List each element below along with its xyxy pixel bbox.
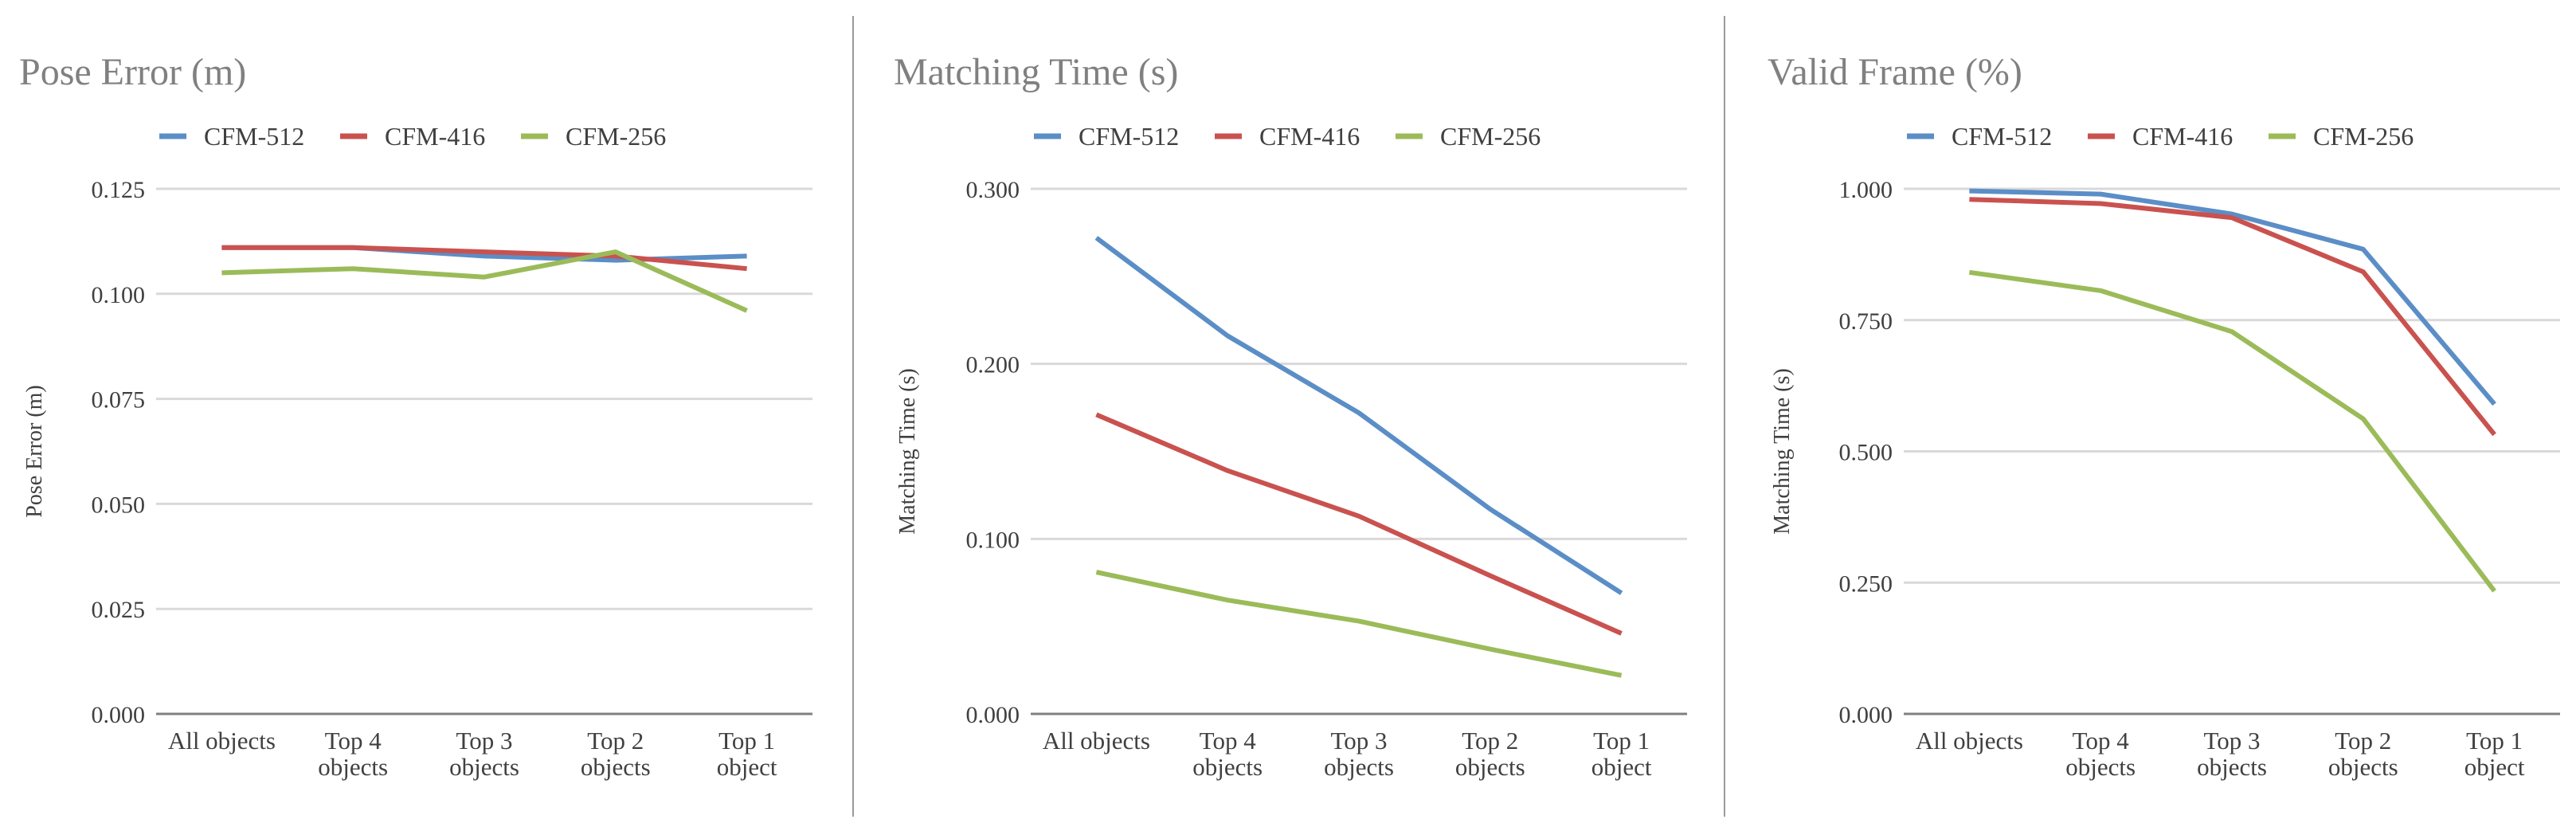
x-tick-label-line: All objects bbox=[168, 727, 276, 755]
x-tick-label-line: Top 1 bbox=[2466, 727, 2523, 755]
x-tick-label: Top 4 objects bbox=[1192, 727, 1263, 781]
legend-label-cfm-256: CFM-256 bbox=[2313, 122, 2414, 151]
x-tick-label-line: objects bbox=[2065, 753, 2136, 781]
series-line-cfm-256 bbox=[1968, 269, 2496, 593]
x-tick-label-line: All objects bbox=[1043, 727, 1150, 755]
legend-label-cfm-256: CFM-256 bbox=[1440, 122, 1541, 151]
x-tick-label-line: Top 2 bbox=[2335, 727, 2391, 755]
x-tick-label-line: Top 3 bbox=[1330, 727, 1387, 755]
x-tick-label-line: objects bbox=[1455, 753, 1525, 781]
x-tick-label-line: Top 1 bbox=[718, 727, 775, 755]
y-tick-label: 0.100 bbox=[966, 527, 1020, 553]
series-line-cfm-416 bbox=[1969, 197, 2496, 437]
chart-title: Pose Error (m) bbox=[19, 51, 246, 93]
x-tick-label: Top 3 objects bbox=[1324, 727, 1394, 781]
y-tick-label: 0.750 bbox=[1839, 308, 1893, 335]
x-tick-label: Top 3 objects bbox=[2197, 727, 2267, 781]
chart-panel-matching-time-s: Matching Time (s) CFM-512 CFM-416 CFM-256 0.… bbox=[894, 51, 1687, 781]
x-tick-label-line: object bbox=[1591, 753, 1652, 781]
y-tick-label: 0.500 bbox=[1839, 440, 1893, 466]
y-tick-label: 0.050 bbox=[92, 492, 146, 518]
legend-label-cfm-416: CFM-416 bbox=[1259, 122, 1360, 151]
x-tick-label: Top 1 object bbox=[2464, 727, 2525, 781]
series-line-cfm-416 bbox=[221, 245, 747, 272]
series-line-cfm-416 bbox=[1095, 412, 1623, 636]
chart-title: Matching Time (s) bbox=[894, 51, 1178, 93]
x-tick-label-line: objects bbox=[449, 753, 519, 781]
x-tick-label: Top 4 objects bbox=[318, 727, 388, 781]
x-tick-label-line: Top 1 bbox=[1593, 727, 1650, 755]
y-tick-label: 0.025 bbox=[92, 597, 146, 623]
x-tick-label-line: objects bbox=[1192, 753, 1263, 781]
y-tick-label: 0.200 bbox=[966, 352, 1020, 378]
legend-label-cfm-416: CFM-416 bbox=[2132, 122, 2233, 151]
y-axis-label: Matching Time (s) bbox=[895, 368, 920, 534]
x-tick-label-line: Top 4 bbox=[1200, 727, 1257, 755]
x-tick-label-line: All objects bbox=[1916, 727, 2023, 755]
series-line-cfm-512 bbox=[1094, 236, 1623, 595]
legend-label-cfm-512: CFM-512 bbox=[1952, 122, 2052, 151]
series-line-cfm-256 bbox=[221, 249, 748, 313]
chart-title: Valid Frame (%) bbox=[1768, 51, 2022, 93]
x-tick-label-line: objects bbox=[2197, 753, 2267, 781]
y-tick-label: 1.000 bbox=[1839, 177, 1893, 203]
y-tick-label: 0.000 bbox=[92, 702, 146, 728]
x-tick-label-line: Top 2 bbox=[587, 727, 644, 755]
x-tick-label: Top 1 object bbox=[1591, 727, 1652, 781]
series-line-cfm-512 bbox=[1969, 188, 2496, 406]
x-tick-label-line: Top 3 bbox=[456, 727, 512, 755]
x-tick-label: All objects bbox=[1043, 727, 1150, 755]
y-tick-label: 0.100 bbox=[92, 282, 146, 308]
x-tick-label-line: Top 4 bbox=[325, 727, 382, 755]
legend-label-cfm-512: CFM-512 bbox=[204, 122, 304, 151]
x-tick-label: All objects bbox=[168, 727, 276, 755]
x-tick-label: Top 2 objects bbox=[581, 727, 651, 781]
y-tick-label: 0.000 bbox=[966, 702, 1020, 728]
y-tick-label: 0.125 bbox=[92, 177, 146, 203]
x-tick-label-line: Top 3 bbox=[2203, 727, 2260, 755]
x-tick-label-line: objects bbox=[318, 753, 388, 781]
y-tick-label: 0.000 bbox=[1839, 702, 1893, 728]
x-tick-label-line: Top 2 bbox=[1462, 727, 1518, 755]
chart-panel-valid-frame: Valid Frame (%) CFM-512 CFM-416 CFM-256 0.00… bbox=[1768, 51, 2560, 781]
y-tick-label: 0.075 bbox=[92, 387, 146, 414]
x-tick-label-line: objects bbox=[1324, 753, 1394, 781]
x-tick-label-line: object bbox=[2464, 753, 2525, 781]
x-tick-label: Top 2 objects bbox=[2328, 727, 2398, 781]
y-axis-label: Matching Time (s) bbox=[1770, 368, 1795, 534]
y-tick-label: 0.300 bbox=[966, 177, 1020, 203]
x-tick-label: Top 1 object bbox=[717, 727, 777, 781]
x-tick-label: All objects bbox=[1916, 727, 2023, 755]
series-line-cfm-256 bbox=[1095, 570, 1623, 678]
x-tick-label: Top 4 objects bbox=[2065, 727, 2136, 781]
x-tick-label-line: Top 4 bbox=[2073, 727, 2130, 755]
x-tick-label-line: objects bbox=[2328, 753, 2398, 781]
chart-panel-pose-error-m: Pose Error (m) CFM-512 CFM-416 CFM-256 0.000… bbox=[19, 51, 812, 781]
x-tick-label: Top 2 objects bbox=[1455, 727, 1525, 781]
y-axis-label: Pose Error (m) bbox=[22, 385, 47, 517]
x-tick-label-line: objects bbox=[581, 753, 651, 781]
legend-label-cfm-512: CFM-512 bbox=[1079, 122, 1179, 151]
y-tick-label: 0.250 bbox=[1839, 570, 1893, 597]
legend-label-cfm-256: CFM-256 bbox=[566, 122, 666, 151]
x-tick-label-line: object bbox=[717, 753, 777, 781]
legend-label-cfm-416: CFM-416 bbox=[385, 122, 485, 151]
x-tick-label: Top 3 objects bbox=[449, 727, 519, 781]
